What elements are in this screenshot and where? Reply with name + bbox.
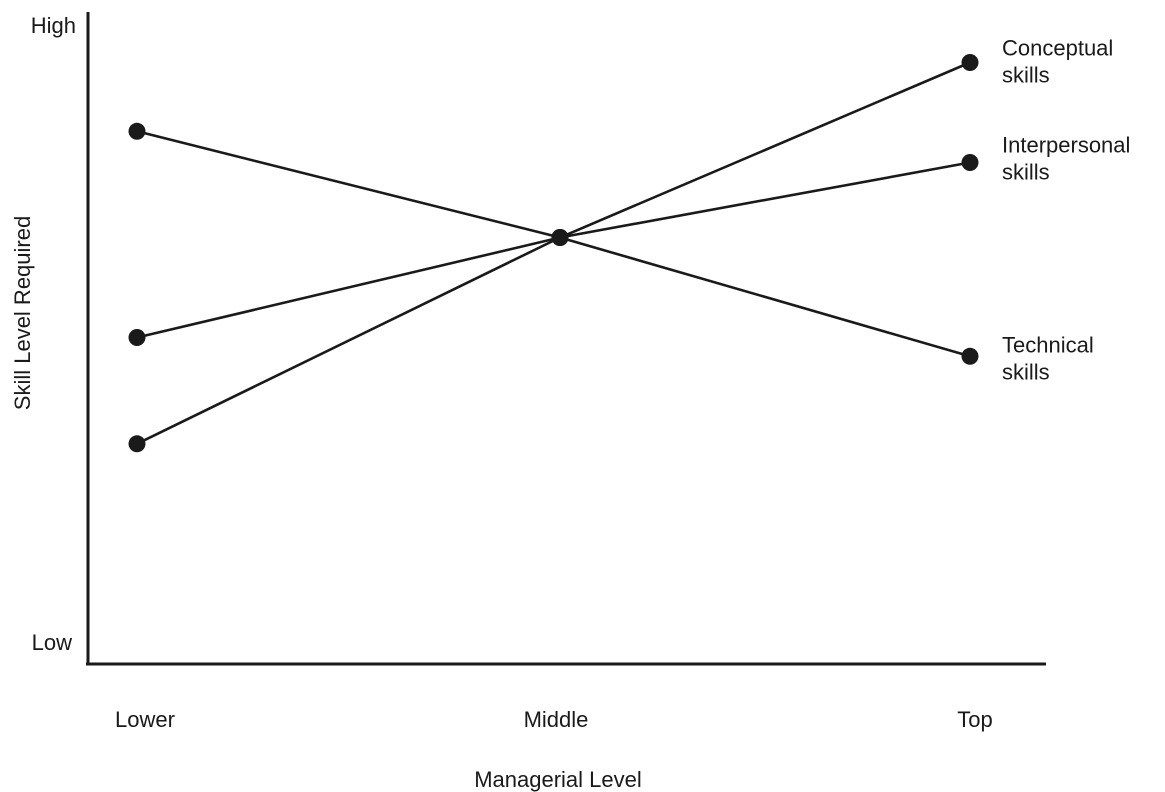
series-label-line: skills: [1002, 160, 1050, 185]
x-tick-label-lower: Lower: [115, 707, 175, 732]
x-tick-labels: Lower Middle Top: [115, 707, 993, 732]
data-point-interpersonal-top: [961, 154, 979, 171]
series-line-conceptual: [136, 61, 971, 445]
series-line-interpersonal: [136, 161, 971, 339]
x-axis-title: Managerial Level: [474, 767, 642, 792]
data-point-conceptual-top: [961, 54, 979, 71]
series-label-line: Technical: [1002, 332, 1094, 357]
series-conceptual: [128, 54, 979, 453]
data-point-technical-middle: [551, 229, 569, 246]
data-point-conceptual-lower: [128, 435, 146, 453]
data-point-technical-lower: [128, 122, 146, 140]
data-point-technical-top: [961, 347, 979, 365]
axes: [86, 12, 1046, 666]
series-label-conceptual: Conceptual skills: [1002, 36, 1113, 88]
y-tick-labels: High Low: [31, 13, 76, 655]
x-tick-label-top: Top: [957, 707, 992, 732]
y-tick-label-low: Low: [32, 630, 72, 655]
series-label-line: Conceptual: [1002, 36, 1113, 61]
data-point-interpersonal-lower: [128, 329, 146, 346]
series-label-technical: Technical skills: [1002, 332, 1094, 384]
series-technical: [128, 122, 979, 365]
series-label-interpersonal: Interpersonal skills: [1002, 133, 1130, 185]
y-tick-label-high: High: [31, 13, 76, 38]
x-tick-label-middle: Middle: [524, 707, 589, 732]
series-label-line: skills: [1002, 63, 1050, 88]
y-axis-title: Skill Level Required: [10, 216, 35, 410]
series: [128, 54, 979, 453]
series-label-line: skills: [1002, 359, 1050, 384]
series-interpersonal: [128, 154, 979, 346]
series-label-line: Interpersonal: [1002, 133, 1130, 158]
series-line-technical: [136, 130, 971, 358]
